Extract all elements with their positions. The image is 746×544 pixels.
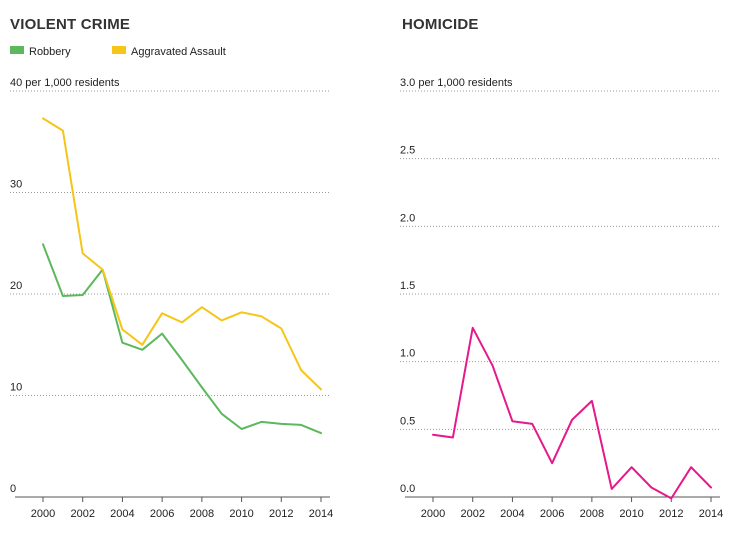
x-axis: 2000 2002 2004 2006 2008 2010 2012 2014 xyxy=(405,496,723,520)
y-tick-label: 10 xyxy=(10,382,22,394)
x-tick-label: 2002 xyxy=(460,508,484,520)
series-lines xyxy=(432,326,712,500)
x-tick-label: 2008 xyxy=(190,508,214,520)
x-tick-label: 2002 xyxy=(70,508,94,520)
y-tick-label: 0.0 xyxy=(400,483,415,495)
series-lines xyxy=(42,117,322,435)
series-line-robbery xyxy=(42,243,322,435)
legend-label-robbery: Robbery xyxy=(29,46,71,58)
y-tick-label: 0 xyxy=(10,483,16,495)
y-tick-label: 0.5 xyxy=(400,415,415,427)
x-tick-label: 2006 xyxy=(150,508,174,520)
x-tick-label: 2006 xyxy=(540,508,564,520)
x-tick-label: 2014 xyxy=(309,508,333,520)
x-tick-label: 2010 xyxy=(619,508,643,520)
y-tick-label: 2.0 xyxy=(400,212,415,224)
x-tick-label: 2004 xyxy=(110,508,134,520)
y-tick-label: 30 xyxy=(10,179,22,191)
legend: Robbery Aggravated Assault xyxy=(10,46,226,58)
x-tick-label: 2000 xyxy=(31,508,55,520)
x-tick-label: 2004 xyxy=(500,508,524,520)
y-tick-label: 20 xyxy=(10,280,22,292)
y-tick-label: 1.5 xyxy=(400,280,415,292)
series-line-homicide-rate xyxy=(432,326,712,500)
x-tick-label: 2014 xyxy=(699,508,723,520)
homicide-title: HOMICIDE xyxy=(402,16,479,33)
violent-crime-title: VIOLENT CRIME xyxy=(10,16,130,33)
y-tick-label: 1.0 xyxy=(400,348,415,360)
x-tick-label: 2008 xyxy=(580,508,604,520)
y-grid: 0.0 0.5 1.0 1.5 2.0 2.5 3.0 per 1,000 resident… xyxy=(400,77,720,495)
x-tick-label: 2012 xyxy=(659,508,683,520)
x-tick-label: 2000 xyxy=(421,508,445,520)
x-axis: 2000 2002 2004 2006 2008 2010 2012 2014 xyxy=(15,496,333,520)
y-tick-label: 3.0 per 1,000 residents xyxy=(400,77,513,89)
y-tick-label: 2.5 xyxy=(400,145,415,157)
x-tick-label: 2010 xyxy=(229,508,253,520)
homicide-panel: HOMICIDE 0.0 0.5 1.0 1.5 2.0 2.5 3.0 per 1,000… xyxy=(400,16,723,520)
y-grid: 0 10 20 30 40 per 1,000 residents xyxy=(10,77,330,495)
violent-crime-panel: VIOLENT CRIME Robbery Aggravated Assault… xyxy=(10,16,333,520)
y-tick-label: 40 per 1,000 residents xyxy=(10,77,120,89)
series-line-aggravated-assault xyxy=(42,117,322,391)
legend-label-aggravated-assault: Aggravated Assault xyxy=(131,46,226,58)
legend-swatch-robbery xyxy=(10,46,24,54)
legend-swatch-aggravated-assault xyxy=(112,46,126,54)
x-tick-label: 2012 xyxy=(269,508,293,520)
